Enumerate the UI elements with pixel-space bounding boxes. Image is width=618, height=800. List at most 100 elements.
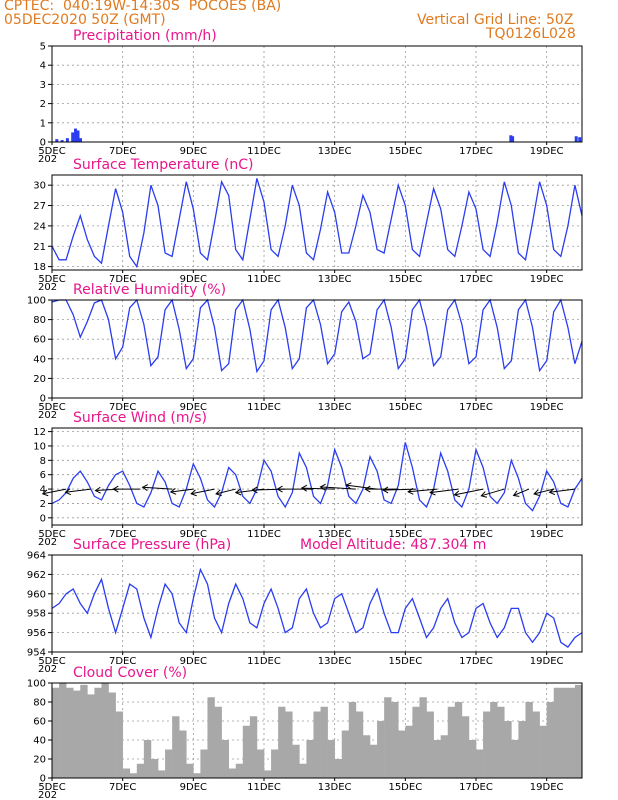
cloud-bar: [426, 711, 434, 778]
x-tick-label: 19DEC: [530, 529, 564, 540]
cloud-bar: [94, 687, 102, 778]
x-tick-label: 19DEC: [530, 146, 564, 157]
x-year-fragment: 202: [38, 282, 57, 293]
cloud-bar: [476, 749, 484, 778]
y-tick-label: 8: [40, 456, 46, 467]
x-tick-label: 7DEC: [109, 529, 136, 540]
panel-title: Surface Wind (m/s): [73, 410, 207, 426]
panel-pres: [48, 554, 583, 655]
cloud-bar: [377, 721, 385, 778]
panel-frame: [51, 554, 583, 653]
cloud-bar: [292, 744, 300, 778]
cloud-bar: [320, 706, 328, 778]
x-tick-label: 5DEC: [38, 782, 65, 793]
cloud-bar: [398, 730, 406, 778]
precip-bar: [574, 136, 578, 142]
cloud-bar: [165, 749, 173, 778]
cloud-bar: [271, 749, 279, 778]
header-date-line: 05DEC2020 50Z (GMT): [4, 12, 166, 28]
wind-arrowhead: [41, 489, 49, 497]
wind-arrowhead: [429, 488, 436, 496]
cloud-bar: [560, 687, 569, 778]
cloud-bar: [73, 690, 81, 778]
y-tick-label: 2: [40, 99, 46, 110]
wind-arrowhead: [251, 486, 258, 494]
cloud-bar: [278, 706, 286, 778]
panel-title: Cloud Cover (%): [73, 665, 187, 681]
wind-vector: [408, 488, 438, 493]
wind-vector: [513, 488, 530, 496]
y-tick-label: 6: [40, 470, 46, 481]
cloud-bar: [80, 684, 88, 778]
x-tick-label: 5DEC: [38, 274, 65, 285]
cloud-bar: [179, 730, 187, 778]
cloud-bar: [532, 711, 540, 778]
y-tick-label: 5: [40, 42, 46, 53]
precip-bar: [509, 135, 513, 142]
wind-arrowhead: [319, 483, 326, 491]
cloud-bar: [66, 687, 74, 778]
panel-frame: [51, 45, 583, 143]
x-tick-label: 9DEC: [180, 402, 207, 413]
cloud-bar: [193, 773, 201, 778]
y-tick-label: 30: [33, 181, 46, 192]
temp-series-line: [51, 178, 583, 269]
panel-subtitle: Model Altitude: 487.304 m: [300, 537, 486, 553]
y-tick-label: 0: [40, 513, 46, 524]
x-tick-label: 11DEC: [247, 529, 281, 540]
cloud-bar: [235, 763, 244, 778]
x-year-fragment: 202: [38, 154, 57, 165]
wind-vector: [549, 488, 575, 493]
panel-precip: [48, 45, 583, 145]
cloud-bar: [87, 694, 95, 778]
y-tick-label: 960: [27, 589, 46, 600]
cloud-bar: [384, 697, 392, 778]
cloud-bar: [122, 768, 131, 778]
wind-arrowhead: [345, 482, 352, 490]
x-tick-label: 9DEC: [180, 782, 207, 793]
x-tick-label: 7DEC: [109, 782, 136, 793]
cloud-bar: [567, 687, 576, 778]
wind-arrowhead: [512, 490, 520, 497]
rh-series-line: [51, 298, 583, 374]
y-tick-label: 80: [33, 315, 46, 326]
wind-arrowhead: [169, 487, 177, 495]
x-tick-label: 7DEC: [109, 274, 136, 285]
wind-arrowhead: [64, 488, 72, 496]
wind-vector: [345, 484, 378, 490]
wind-arrowhead: [548, 488, 556, 496]
cloud-bar: [313, 711, 321, 778]
precip-bar: [78, 138, 82, 142]
y-tick-label: 964: [27, 551, 46, 562]
y-tick-label: 954: [27, 648, 46, 659]
y-tick-label: 0: [40, 774, 46, 785]
x-tick-label: 19DEC: [530, 402, 564, 413]
cloud-bar: [221, 740, 229, 778]
wind-series-line: [51, 442, 583, 512]
y-tick-label: 60: [33, 335, 46, 346]
cloud-bar: [249, 716, 258, 778]
cloud-bar: [483, 711, 491, 778]
precip-bar: [578, 137, 582, 142]
wind-vector: [142, 486, 173, 490]
x-tick-label: 13DEC: [318, 402, 352, 413]
cloud-bar: [468, 740, 477, 778]
cloud-bar: [504, 721, 512, 778]
x-tick-label: 13DEC: [318, 274, 352, 285]
wind-arrowhead: [190, 489, 197, 497]
y-tick-label: 40: [33, 736, 46, 747]
precip-bar: [60, 140, 64, 142]
y-tick-label: 956: [27, 628, 46, 639]
wind-arrowhead: [382, 486, 389, 494]
y-tick-label: 4: [40, 485, 46, 496]
x-year-fragment: 202: [38, 410, 57, 421]
cloud-bar: [129, 773, 138, 778]
x-tick-label: 11DEC: [247, 656, 281, 667]
x-tick-label: 17DEC: [459, 782, 493, 793]
wind-arrowhead: [453, 490, 461, 498]
cloud-bar: [264, 770, 272, 778]
x-tick-label: 9DEC: [180, 656, 207, 667]
x-tick-label: 11DEC: [247, 274, 281, 285]
x-tick-label: 11DEC: [247, 782, 281, 793]
y-tick-label: 60: [33, 717, 46, 728]
